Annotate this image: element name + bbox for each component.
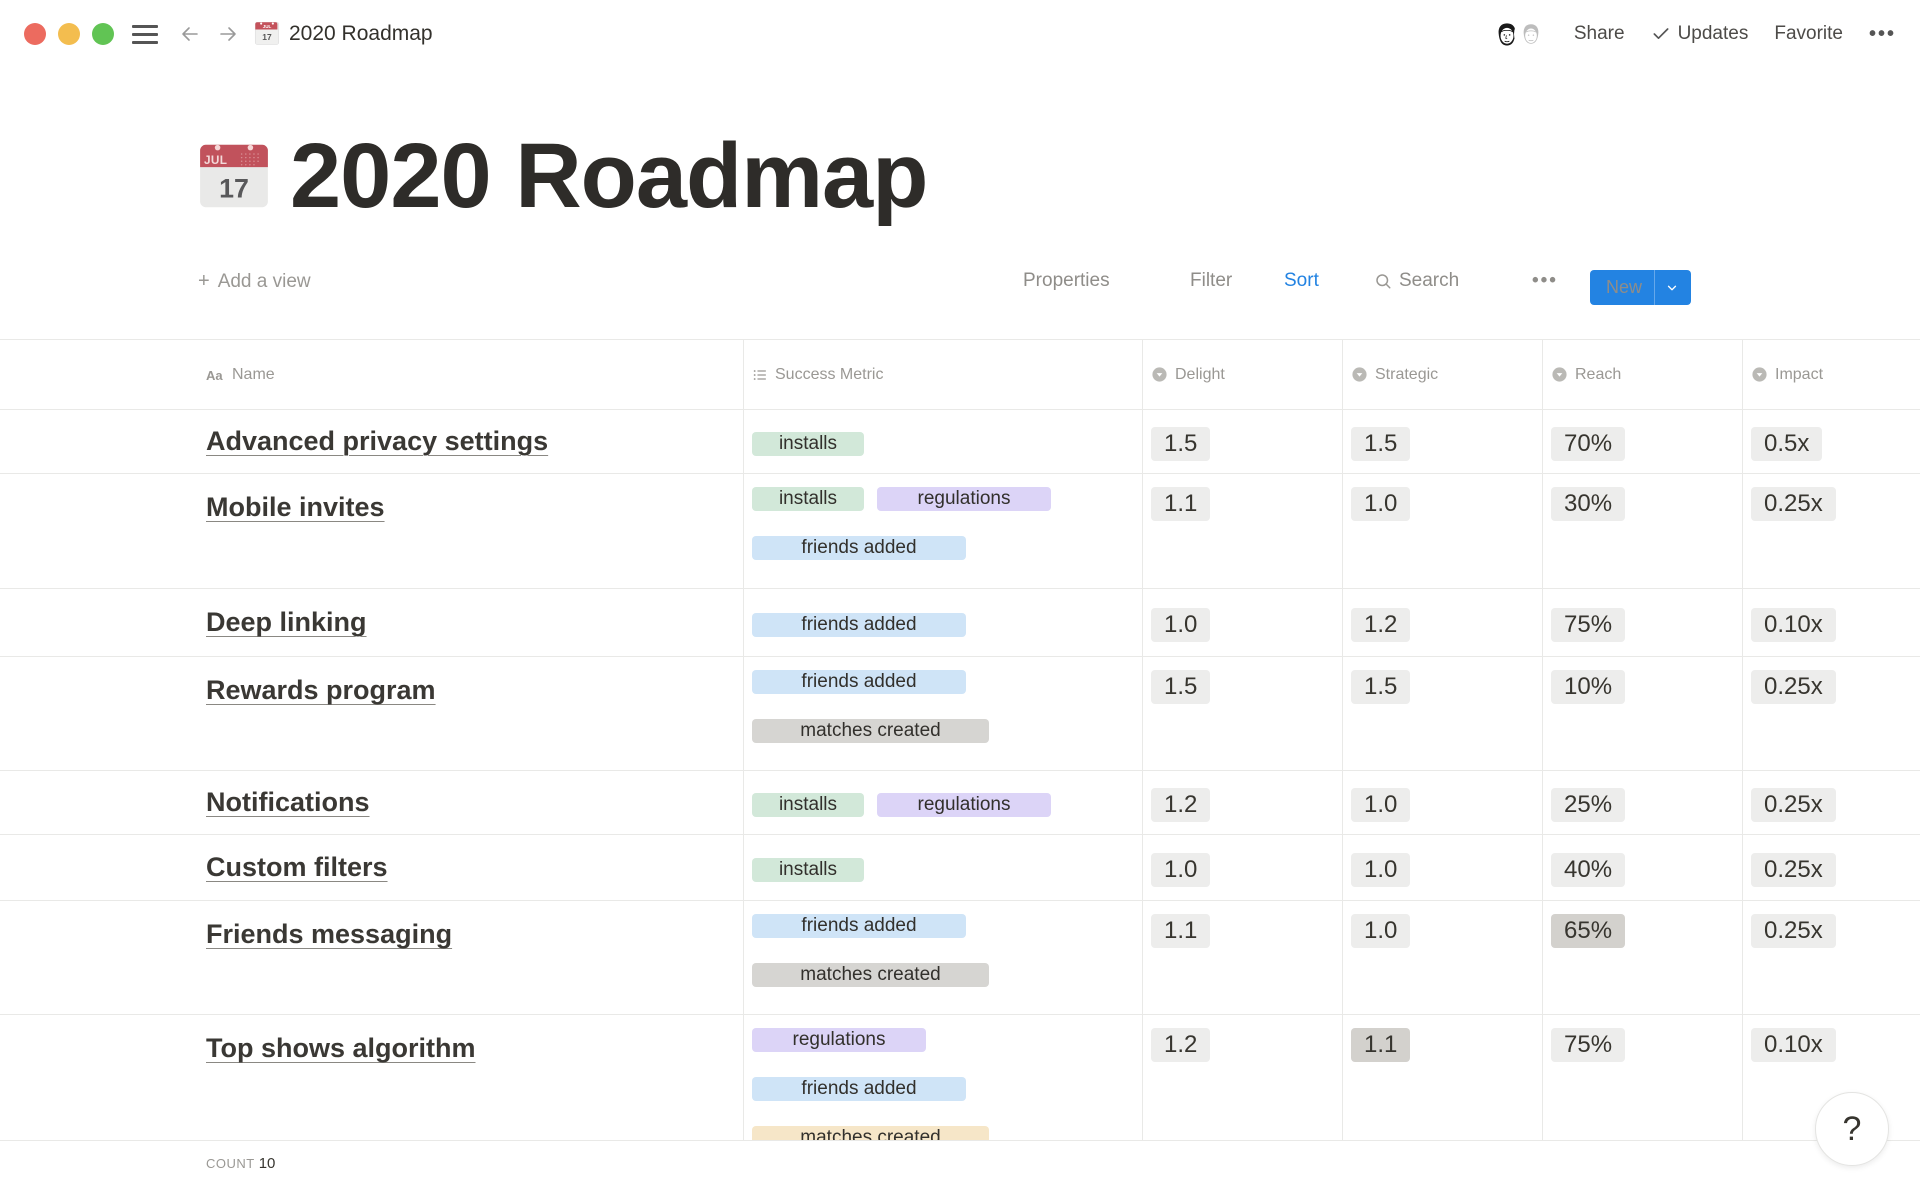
svg-text:Aa: Aa [206, 368, 223, 382]
svg-text:JUL: JUL [263, 24, 272, 29]
svg-text:JUL: JUL [204, 154, 227, 167]
svg-text:17: 17 [262, 32, 272, 42]
svg-text:17: 17 [219, 173, 249, 203]
